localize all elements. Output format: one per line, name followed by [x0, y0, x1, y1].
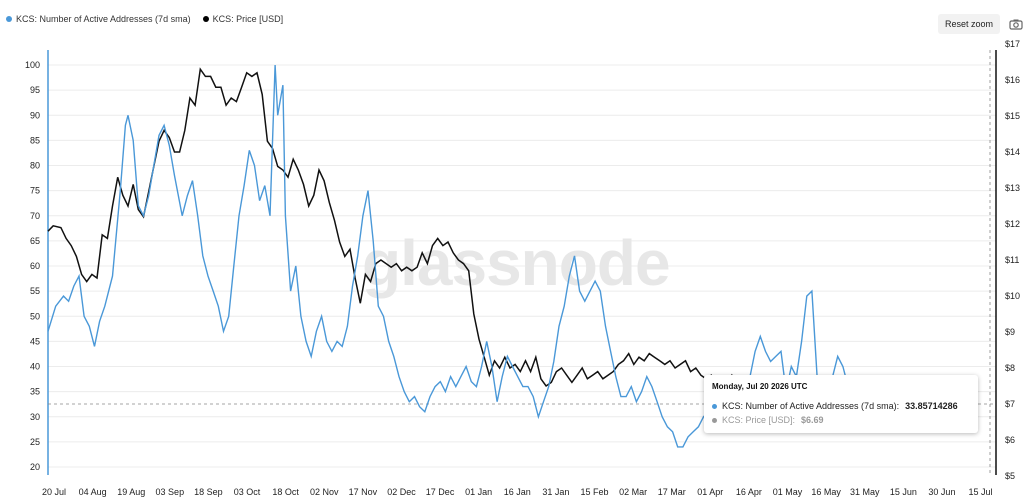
y-right-tick-label: $17: [1005, 39, 1020, 49]
tooltip-value-active-addresses: 33.85714286: [905, 401, 958, 411]
black-dot-icon: [202, 16, 209, 22]
y-left-tick-label: 25: [30, 437, 40, 447]
x-tick-label: 15 Feb: [580, 487, 608, 497]
x-tick-label: 01 Jan: [465, 487, 492, 497]
x-tick-label: 16 Apr: [736, 487, 762, 497]
y-left-tick-label: 75: [30, 186, 40, 196]
y-left-tick-label: 80: [30, 161, 40, 171]
y-right-tick-label: $15: [1005, 111, 1020, 121]
x-tick-label: 18 Sep: [194, 487, 223, 497]
y-left-tick-label: 55: [30, 286, 40, 296]
y-right-tick-label: $10: [1005, 291, 1020, 301]
y-right-tick-label: $6: [1005, 435, 1015, 445]
y-left-tick-label: 70: [30, 211, 40, 221]
y-right-tick-label: $9: [1005, 327, 1015, 337]
legend-label-price: KCS: Price [USD]: [212, 14, 284, 24]
y-left-tick-label: 100: [25, 60, 40, 70]
tooltip-label-price: KCS: Price [USD]:: [722, 415, 796, 425]
x-tick-label: 17 Mar: [658, 487, 686, 497]
x-tick-label: 02 Mar: [619, 487, 647, 497]
reset-zoom-button[interactable]: Reset zoom: [938, 14, 1000, 34]
x-tick-label: 15 Jul: [969, 487, 993, 497]
x-tick-label: 17 Dec: [426, 487, 455, 497]
y-right-tick-label: $14: [1005, 147, 1020, 157]
x-tick-label: 03 Oct: [234, 487, 261, 497]
y-left-tick-label: 30: [30, 412, 40, 422]
legend-item-price[interactable]: KCS: Price [USD]: [202, 14, 284, 24]
x-tick-label: 30 Jun: [928, 487, 955, 497]
y-left-tick-label: 65: [30, 236, 40, 246]
tooltip-date: Monday, Jul 20 2026 UTC: [712, 382, 808, 391]
y-right-tick-label: $8: [1005, 363, 1015, 373]
x-tick-label: 04 Aug: [79, 487, 107, 497]
hover-tooltip: Monday, Jul 20 2026 UTC KCS: Number of A…: [704, 375, 978, 433]
x-tick-label: 18 Oct: [272, 487, 299, 497]
x-tick-label: 02 Nov: [310, 487, 339, 497]
x-tick-label: 15 Jun: [890, 487, 917, 497]
x-tick-label: 01 May: [773, 487, 803, 497]
y-axis-right: $5 $6 $7 $8 $9 $10 $11 $12 $13 $14 $15 $16 $17: [1005, 39, 1020, 481]
x-axis: 20 Jul 04 Aug 19 Aug 03 Sep 18 Sep 03 Oct 18 O…: [42, 487, 993, 497]
y-left-tick-label: 50: [30, 311, 40, 321]
legend-item-active-addresses[interactable]: KCS: Number of Active Addresses (7d sma): [6, 14, 191, 24]
x-tick-label: 03 Sep: [156, 487, 185, 497]
y-left-tick-label: 45: [30, 336, 40, 346]
x-tick-label: 16 Jan: [504, 487, 531, 497]
tooltip-value-price: $6.69: [801, 415, 824, 425]
tooltip-label-active-addresses: KCS: Number of Active Addresses (7d sma)…: [722, 401, 900, 411]
y-left-tick-label: 35: [30, 387, 40, 397]
y-left-tick-label: 95: [30, 85, 40, 95]
x-tick-label: 20 Jul: [42, 487, 66, 497]
blue-dot-icon: [6, 16, 12, 22]
x-tick-label: 16 May: [811, 487, 841, 497]
x-tick-label: 19 Aug: [117, 487, 145, 497]
y-left-tick-label: 20: [30, 462, 40, 472]
legend-label-active-addresses: KCS: Number of Active Addresses (7d sma): [16, 14, 191, 24]
camera-icon[interactable]: [1009, 16, 1023, 32]
y-left-tick-label: 60: [30, 261, 40, 271]
chart-legend: KCS: Number of Active Addresses (7d sma)…: [6, 14, 283, 24]
x-tick-label: 31 May: [850, 487, 880, 497]
y-left-tick-label: 40: [30, 362, 40, 372]
y-right-tick-label: $13: [1005, 183, 1020, 193]
watermark: glassnode: [362, 227, 670, 299]
y-right-tick-label: $12: [1005, 219, 1020, 229]
blue-dot-icon: [712, 403, 717, 409]
y-left-tick-label: 90: [30, 110, 40, 120]
x-tick-label: 17 Nov: [349, 487, 378, 497]
y-right-tick-label: $5: [1005, 471, 1015, 481]
gray-dot-icon: [712, 417, 717, 423]
x-tick-label: 01 Apr: [697, 487, 723, 497]
y-right-tick-label: $16: [1005, 75, 1020, 85]
y-right-tick-label: $7: [1005, 399, 1015, 409]
tooltip-row-price: KCS: Price [USD]: $6.69: [712, 415, 824, 425]
y-axis-left: 20 25 30 35 40 45 50 55 60 65 70 75 80 85 90 95 100: [25, 60, 40, 472]
y-left-tick-label: 85: [30, 135, 40, 145]
tooltip-row-active-addresses: KCS: Number of Active Addresses (7d sma)…: [712, 401, 958, 411]
x-tick-label: 31 Jan: [542, 487, 569, 497]
y-right-tick-label: $11: [1005, 255, 1019, 265]
x-tick-label: 02 Dec: [387, 487, 416, 497]
